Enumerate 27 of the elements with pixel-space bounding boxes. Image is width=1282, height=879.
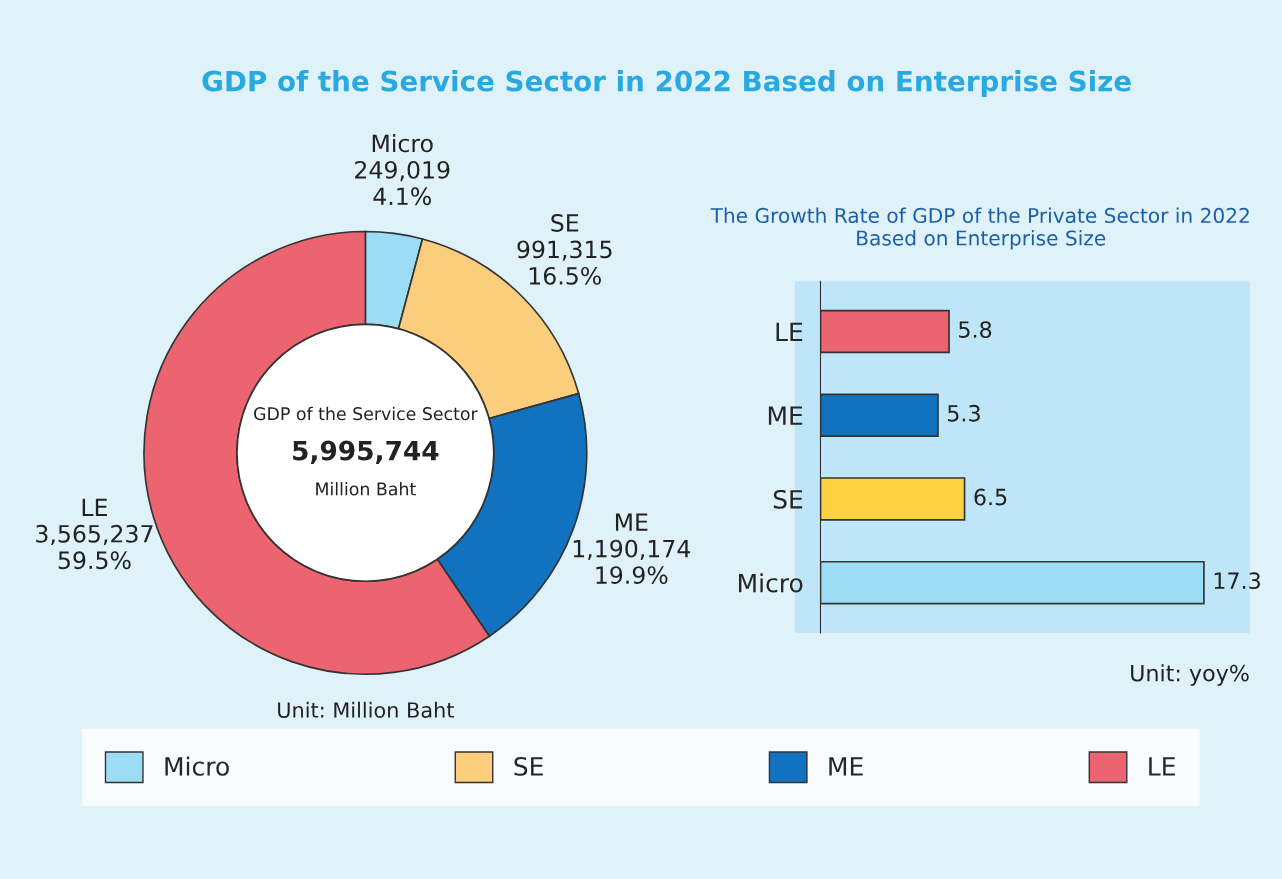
text: GDP of the Service Sector <box>254 406 478 421</box>
y-tick-label: LE <box>776 322 803 342</box>
y-tick-label: SE <box>773 489 803 509</box>
legend-label: Micro <box>165 756 229 776</box>
slice-label: LE <box>82 498 107 516</box>
data-label: 6.5 <box>974 488 1007 506</box>
y-tick-label: Micro <box>738 573 803 593</box>
data-label: 249,019 4.1% <box>355 160 450 206</box>
slice-label: SE <box>551 214 579 232</box>
chart-title: The Growth Rate of GDP of the Private Sector in 2022 Based on Enterprise Size <box>710 207 1249 250</box>
legend-label: SE <box>514 756 543 776</box>
legend-label: LE <box>1149 757 1175 776</box>
data-label: 5.3 <box>948 404 980 422</box>
text: Unit: Million Baht <box>278 701 454 718</box>
slice-label: ME <box>615 513 648 531</box>
data-label: 1,190,174 19.9% <box>573 539 691 584</box>
slice-label: Micro <box>372 134 433 153</box>
chart-title: GDP of the Service Sector in 2022 Based on Enterprise Size <box>202 70 1131 97</box>
data-label: 3,565,237 59.5% <box>36 524 153 570</box>
data-label: 17.3 <box>1214 572 1260 590</box>
legend-label: ME <box>829 757 863 776</box>
text: 5,995,744 <box>293 440 439 464</box>
y-tick-label: ME <box>768 406 803 425</box>
data-label: 5.8 <box>959 321 992 338</box>
text: Unit: yoy% <box>1131 664 1249 686</box>
text: Million Baht <box>316 482 416 496</box>
data-label: 991,315 16.5% <box>517 240 612 285</box>
